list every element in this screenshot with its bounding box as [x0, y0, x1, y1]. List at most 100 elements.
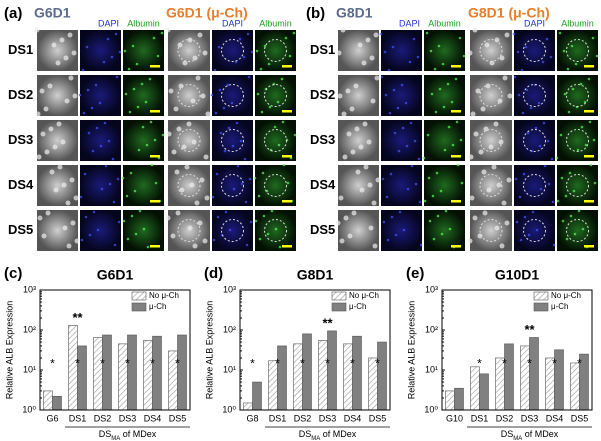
channel-label: DAPI	[98, 18, 119, 28]
cell-spot	[335, 220, 341, 226]
x-tick-label: DS4	[546, 413, 564, 423]
legend-label: No μ-Ch	[149, 291, 179, 300]
cell-spot	[60, 139, 66, 145]
cell-spot	[422, 156, 426, 160]
cell-spot	[341, 111, 347, 117]
micrograph	[424, 165, 465, 206]
panel-label: (d)	[204, 265, 223, 282]
cell-spot	[491, 164, 497, 170]
cell-spot	[440, 232, 444, 236]
legend-swatch	[331, 291, 347, 301]
micrograph	[37, 210, 78, 251]
cell-spot	[462, 54, 466, 58]
cell-spot	[63, 55, 69, 61]
micrograph	[212, 30, 253, 71]
cell-spot	[409, 121, 413, 125]
micrograph	[168, 30, 210, 71]
cell-spot	[214, 111, 218, 115]
micrograph	[80, 75, 121, 116]
micrograph	[255, 210, 296, 251]
cell-spot	[425, 31, 429, 35]
cell-spot	[141, 125, 145, 129]
cell-spot	[350, 149, 356, 155]
cell-spot	[593, 181, 597, 185]
cell-spot	[268, 105, 272, 109]
cell-spot	[545, 37, 549, 41]
cell-spot	[450, 100, 454, 104]
cell-spot	[410, 164, 414, 168]
micrograph	[80, 30, 121, 71]
cell-spot	[278, 245, 282, 249]
cell-spot	[96, 228, 100, 232]
cell-spot	[284, 36, 288, 40]
panel-label: (c)	[4, 265, 22, 282]
cell-spot	[499, 55, 505, 61]
x-tick-label: DS2	[94, 413, 112, 423]
cell-spot	[277, 143, 281, 147]
cell-spot	[336, 50, 342, 56]
micrograph	[212, 120, 253, 161]
cell-spot	[523, 215, 527, 219]
cell-spot	[135, 62, 139, 66]
cell-spot	[504, 32, 510, 38]
cell-spot	[56, 121, 62, 127]
cell-spot	[82, 111, 86, 115]
x-axis-label-rest: of MDex	[120, 429, 157, 439]
cell-spot	[418, 200, 422, 204]
y-axis-label: Relative ALB Expression	[204, 301, 214, 400]
micrograph	[212, 75, 253, 116]
significance-star: *	[375, 357, 380, 371]
cell-spot	[520, 68, 524, 72]
bar	[177, 334, 187, 411]
row-label: DS3	[310, 132, 335, 147]
cell-spot	[216, 215, 220, 219]
cell-spot	[434, 110, 438, 114]
cell-spot	[441, 62, 445, 66]
cell-spot	[355, 169, 361, 175]
x-tick-label: DS3	[319, 413, 337, 423]
y-tick-label: 10⁰	[424, 404, 438, 414]
cell-spot	[127, 67, 131, 71]
cell-spot	[91, 149, 95, 153]
bar	[529, 337, 539, 411]
cell-spot	[74, 238, 80, 244]
micrograph	[557, 120, 598, 161]
cell-spot	[543, 164, 547, 168]
channel-outline	[523, 84, 546, 107]
cell-spot	[472, 215, 478, 221]
bar	[343, 343, 353, 411]
cell-spot	[444, 209, 448, 213]
cell-spot	[92, 210, 96, 214]
x-tick-label: DS4	[144, 413, 162, 423]
y-tick-label: 10¹	[425, 364, 438, 374]
cell-spot	[248, 177, 252, 181]
cell-spot	[423, 199, 427, 203]
bar	[479, 373, 489, 411]
legend-swatch	[533, 291, 549, 301]
cell-spot	[83, 172, 87, 176]
cell-spot	[111, 157, 115, 161]
cell-spot	[95, 126, 99, 130]
cell-spot	[518, 195, 522, 199]
panel-title-uch: G8D1 (μ-Ch)	[468, 5, 550, 21]
cell-spot	[69, 177, 75, 183]
cell-spot	[493, 121, 499, 127]
chart-title: G10D1	[495, 267, 540, 283]
cell-spot	[34, 27, 40, 33]
cell-spot	[592, 138, 596, 142]
legend-label: μ-Ch	[551, 302, 569, 311]
micrograph	[37, 75, 78, 116]
cell-spot	[129, 171, 133, 175]
cell-spot	[561, 219, 565, 223]
cell-spot	[81, 68, 85, 72]
cell-spot	[165, 215, 171, 221]
legend-label: μ-Ch	[149, 302, 167, 311]
cell-spot	[382, 220, 386, 224]
cell-spot	[507, 93, 513, 99]
cell-spot	[498, 139, 504, 145]
cell-spot	[222, 106, 226, 110]
significance-star: *	[502, 357, 507, 371]
cell-spot	[131, 44, 135, 48]
cell-spot	[292, 31, 296, 35]
